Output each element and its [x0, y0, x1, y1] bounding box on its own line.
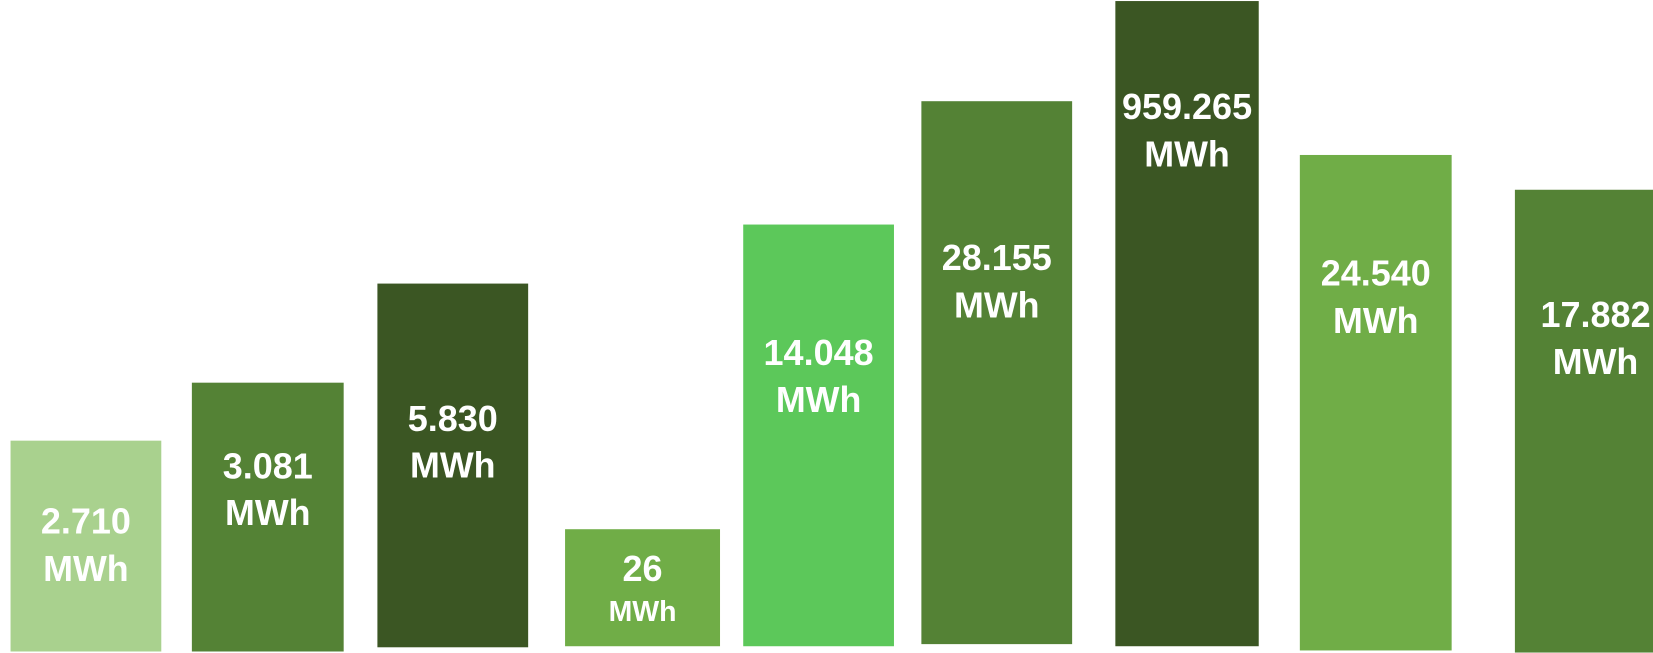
- bar-unit: MWh: [410, 446, 496, 486]
- bar: [1514, 189, 1653, 653]
- bar-unit: MWh: [1333, 301, 1419, 341]
- bar-value: 24.540: [1321, 253, 1431, 294]
- bar: [1115, 1, 1259, 647]
- bar: [565, 529, 721, 647]
- bar-unit: MWh: [609, 596, 677, 628]
- bar: [743, 224, 894, 647]
- bar-unit: MWh: [776, 380, 862, 420]
- bar-unit: MWh: [225, 493, 311, 533]
- bar-value: 3.081: [223, 446, 313, 487]
- bar-value: 5.830: [408, 398, 498, 439]
- bar-unit: MWh: [1144, 135, 1230, 175]
- bar: [191, 382, 344, 652]
- bar-value: 959.265: [1122, 86, 1252, 127]
- bar: [10, 440, 162, 652]
- bar: [921, 101, 1073, 645]
- bar-value: 28.155: [942, 237, 1052, 278]
- bar-unit: MWh: [43, 549, 129, 589]
- bar-unit: MWh: [1553, 342, 1639, 382]
- bar-unit: MWh: [954, 285, 1040, 325]
- bar-value: 14.048: [764, 332, 874, 373]
- bar-value: 2.710: [41, 500, 131, 541]
- bar-value: 17.882: [1540, 294, 1650, 335]
- bar-value: 26: [623, 548, 663, 589]
- bar: [1299, 154, 1452, 651]
- bar: [377, 283, 529, 648]
